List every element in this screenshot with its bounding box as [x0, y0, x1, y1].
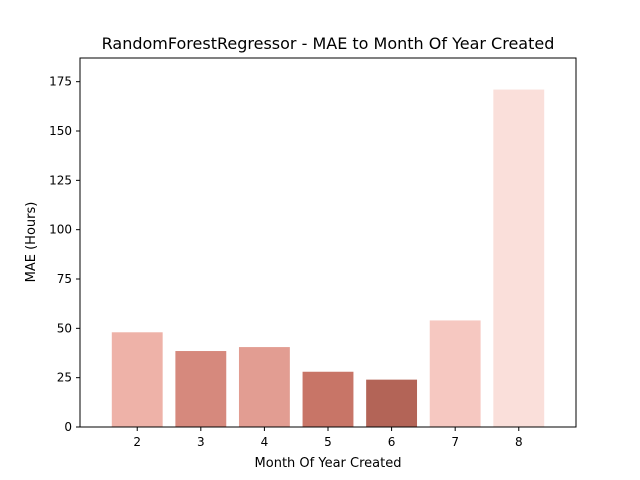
bar-month-5 [302, 371, 354, 427]
x-tick-label: 3 [197, 435, 205, 449]
x-tick-label: 5 [324, 435, 332, 449]
bar-month-8 [493, 89, 545, 427]
x-tick-label: 8 [515, 435, 523, 449]
x-axis-label: Month Of Year Created [255, 456, 402, 471]
bar-month-3 [175, 351, 227, 427]
y-axis-label: MAE (Hours) [24, 202, 39, 283]
bar-month-2 [111, 332, 163, 427]
y-tick-label: 175 [49, 75, 72, 89]
bars-group [111, 89, 545, 427]
x-axis-ticks: 2 3 4 5 6 7 8 [133, 427, 523, 449]
y-tick-label: 50 [57, 321, 72, 335]
x-tick-label: 7 [451, 435, 459, 449]
bar-month-7 [429, 320, 481, 427]
y-tick-label: 100 [49, 223, 72, 237]
x-tick-label: 4 [261, 435, 269, 449]
y-tick-label: 0 [64, 420, 72, 434]
bar-month-6 [366, 379, 418, 427]
y-axis-ticks: 0 25 50 75 100 125 150 175 [49, 75, 80, 434]
x-tick-label: 6 [388, 435, 396, 449]
chart-title: RandomForestRegressor - MAE to Month Of … [102, 34, 555, 53]
y-tick-label: 25 [57, 371, 72, 385]
y-tick-label: 75 [57, 272, 72, 286]
y-tick-label: 125 [49, 173, 72, 187]
x-tick-label: 2 [133, 435, 141, 449]
bar-month-4 [238, 347, 290, 427]
y-tick-label: 150 [49, 124, 72, 138]
